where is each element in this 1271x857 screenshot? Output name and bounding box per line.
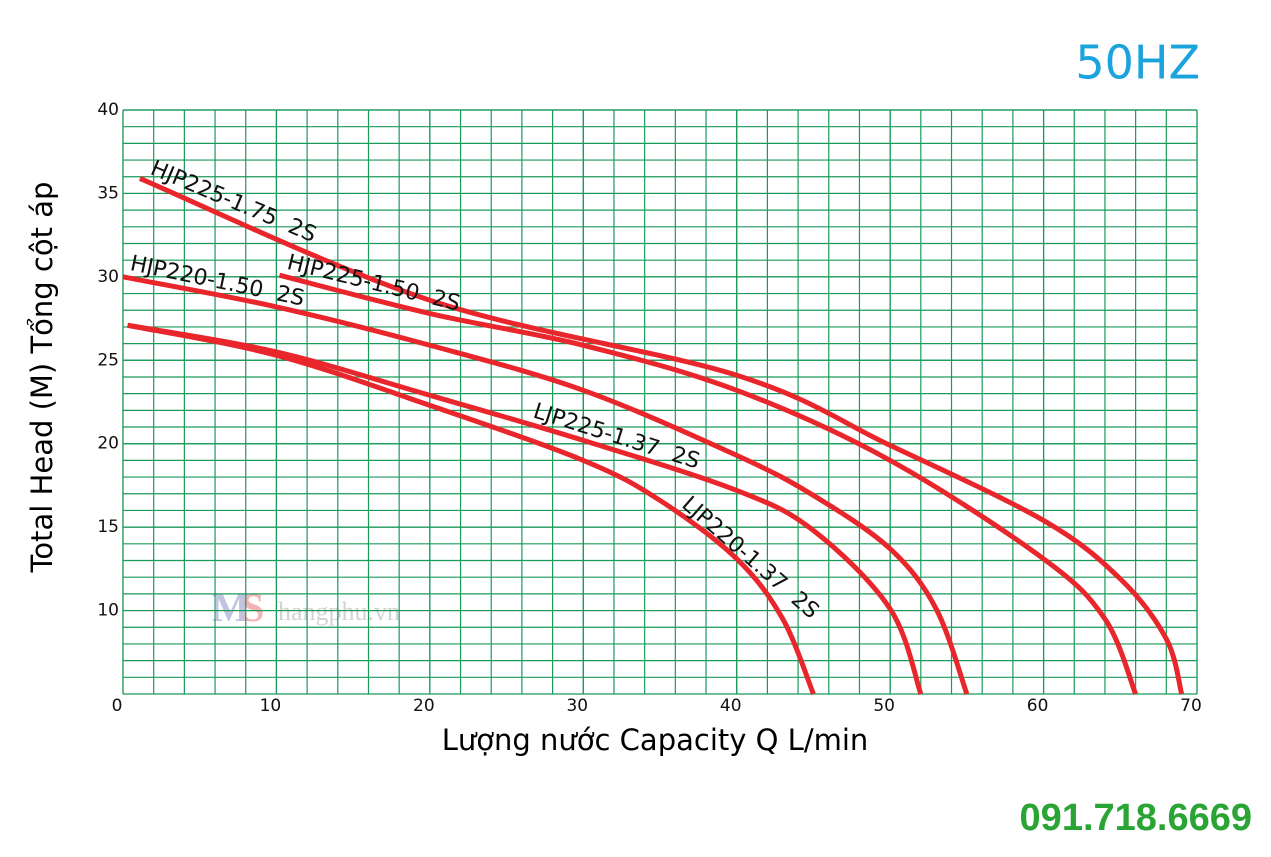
frequency-label: 50HZ <box>1075 36 1200 90</box>
x-tick-label: 40 <box>720 696 742 716</box>
y-tick-label: 40 <box>97 100 119 120</box>
x-tick-label: 10 <box>260 696 282 716</box>
y-tick-label: 25 <box>97 350 119 370</box>
logo-mark: S <box>242 585 264 630</box>
watermark: hangphu.vn <box>278 597 400 626</box>
y-tick-label: 10 <box>97 601 119 621</box>
x-tick-label: 0 <box>112 696 123 716</box>
curve <box>122 274 970 695</box>
y-tick-label: 35 <box>97 183 119 203</box>
y-axis-label: Total Head (M) Tổng cột áp <box>25 182 59 574</box>
curve-label: HJP225-1.75 2S <box>147 156 320 248</box>
x-tick-label: 70 <box>1180 696 1202 716</box>
curve <box>127 322 816 695</box>
y-tick-label: 20 <box>97 434 119 454</box>
y-tick-label: 30 <box>97 267 119 287</box>
y-tick-label: 15 <box>97 517 119 537</box>
curve-label: LJP220-1.37 2S <box>677 492 824 624</box>
curve <box>127 322 924 695</box>
x-tick-label: 50 <box>873 696 895 716</box>
curve <box>278 272 1138 695</box>
x-tick-label: 30 <box>566 696 588 716</box>
logo-mark: M <box>212 585 250 630</box>
watermark-logo: M S <box>212 585 264 630</box>
phone-number: 091.718.6669 <box>1020 797 1252 839</box>
curve <box>138 176 1185 695</box>
x-axis-label: Lượng nước Capacity Q L/min <box>442 723 869 757</box>
x-tick-label: 60 <box>1027 696 1049 716</box>
x-tick-label: 20 <box>413 696 435 716</box>
